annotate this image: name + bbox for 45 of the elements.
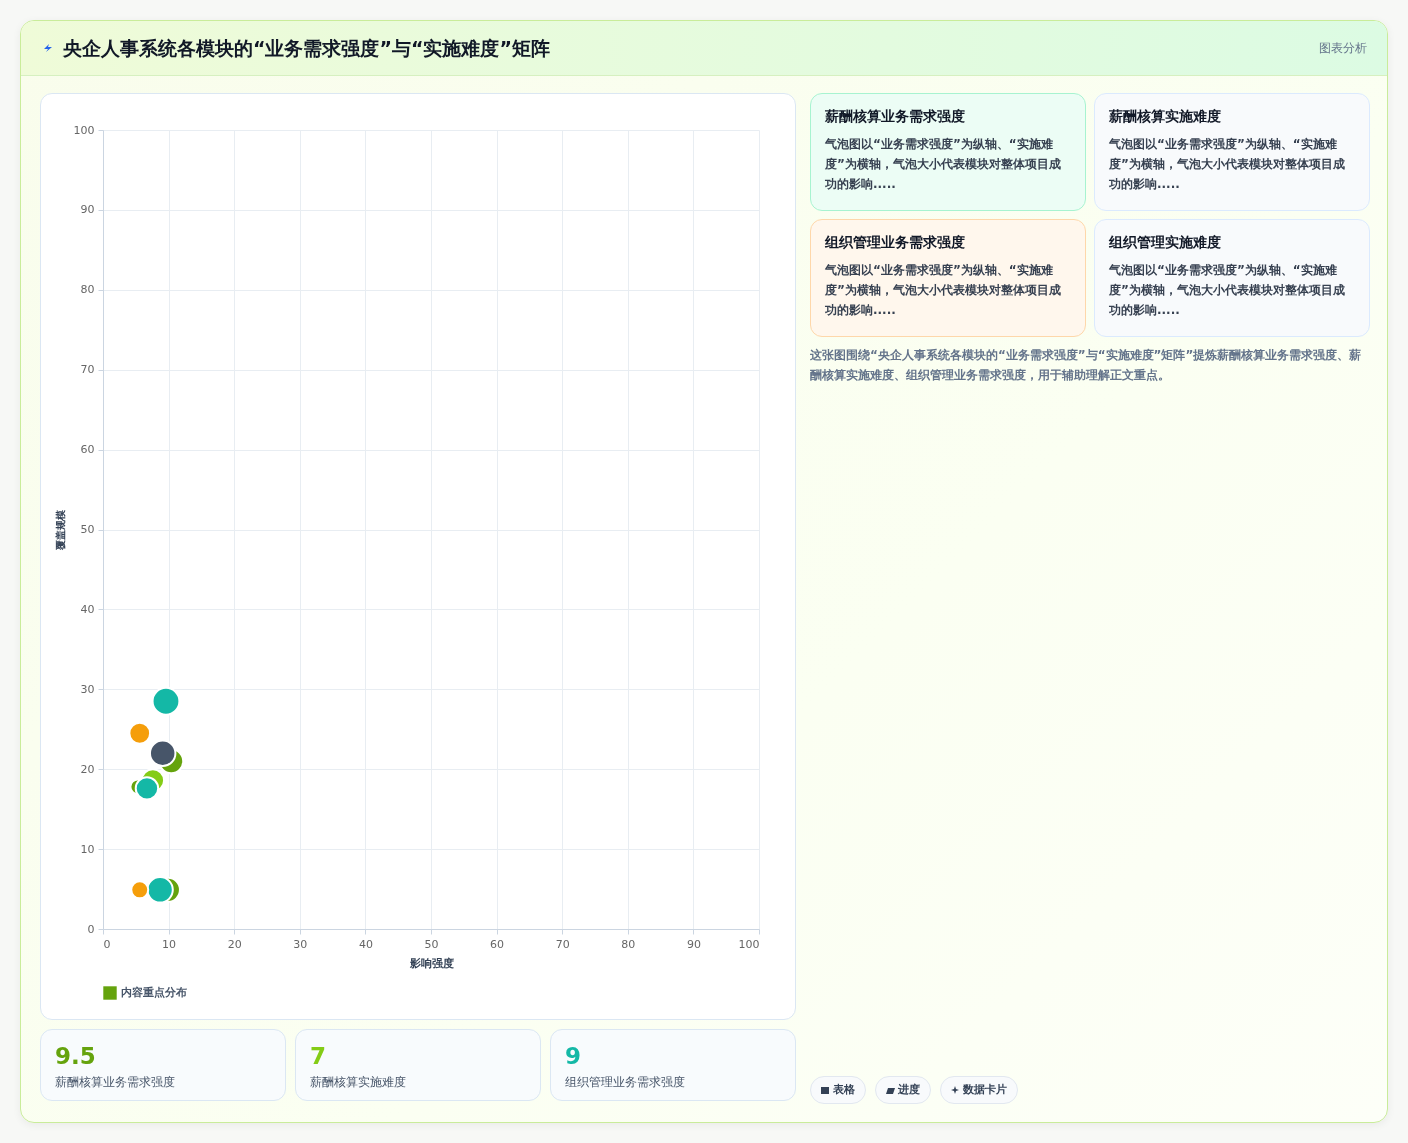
x-tick-label: 100 [738,937,760,951]
legend-label: 内容重点分布 [121,986,187,999]
x-tick-label: 70 [555,937,570,951]
text: 薪酬核算业务需求强度 [825,108,966,126]
y-tick-label: 100 [73,123,95,137]
x-tick-label: 60 [490,937,505,951]
chart-title: 央企人事系统各模块的“业务需求强度”与“实施难度”矩阵 [63,36,550,61]
text: 薪酬核算实施难度 [310,1074,407,1091]
x-tick-label: 0 [103,937,111,951]
y-tick-label: 20 [80,762,95,776]
y-tick-label: 90 [80,203,95,217]
text: 进度 [898,1083,920,1096]
text: 气泡图以“业务需求强度”为纵轴、“实施难度”为横轴，气泡大小代表模块对整体项目成功的影响..... [1109,136,1346,193]
text: 气泡图以“业务需求强度”为纵轴、“实施难度”为横轴，气泡大小代表模块对整体项目成功的影响..... [825,136,1062,193]
y-tick-label: 50 [80,523,95,536]
x-tick-label: 90 [686,937,701,951]
text: 组织管理业务需求强度 [825,234,966,252]
y-tick-label: 70 [80,363,95,377]
y-tick-label: 30 [80,682,95,696]
x-tick-label: 30 [293,937,308,951]
text: 9.5 [55,1042,97,1070]
y-tick-label: 80 [80,283,95,297]
text: 数据卡片 [963,1083,1007,1096]
y-axis-title: 覆盖规模 [54,509,66,551]
text: 这张图围绕“央企人事系统各模块的“业务需求强度”与“实施难度”矩阵”提炼薪酬核算业务需求强度、薪酬核算实施难度、组织管理业务需求强度，用于辅助理解正文重点。 [810,347,1363,384]
x-tick-label: 40 [358,937,373,951]
x-axis-title: 影响强度 [408,956,454,970]
x-tick-label: 50 [424,937,439,951]
y-tick-label: 60 [80,443,95,457]
y-tick-label: 0 [87,922,95,936]
text: 薪酬核算业务需求强度 [55,1074,176,1091]
x-tick-label: 10 [162,937,177,951]
text: 气泡图以“业务需求强度”为纵轴、“实施难度”为横轴，气泡大小代表模块对整体项目成功的影响..... [825,262,1062,319]
text: 9 [565,1042,582,1070]
x-tick-label: 20 [227,937,242,951]
y-tick-label: 10 [80,842,95,856]
text: 组织管理实施难度 [1109,234,1222,252]
text: 7 [310,1042,327,1070]
text: 薪酬核算实施难度 [1109,108,1222,126]
y-tick-label: 40 [80,602,95,616]
text: 图表分析 [1319,40,1367,57]
text: 表格 [833,1083,855,1096]
x-tick-label: 80 [621,937,636,951]
text: 气泡图以“业务需求强度”为纵轴、“实施难度”为横轴，气泡大小代表模块对整体项目成功的影响..... [1109,262,1346,319]
text: 组织管理业务需求强度 [565,1074,686,1091]
